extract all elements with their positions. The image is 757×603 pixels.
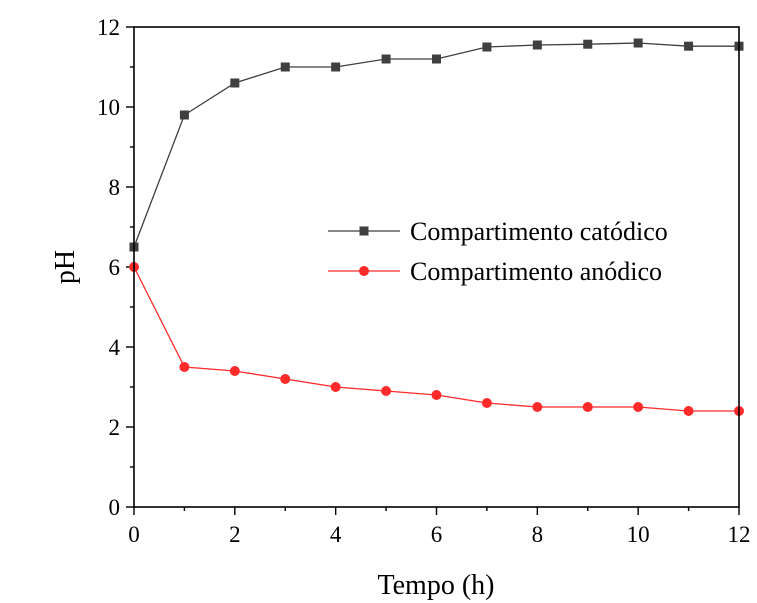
data-point-square	[331, 62, 341, 72]
legend-marker-square	[359, 226, 369, 236]
x-tick-label: 0	[128, 522, 140, 547]
data-point-circle	[481, 398, 492, 408]
y-tick-label: 0	[109, 495, 121, 520]
data-point-circle	[179, 362, 190, 372]
data-point-circle	[229, 366, 240, 376]
tick-layer: 0 2 4 6 8 10 12 0 2 4 6 8 10 12	[97, 15, 751, 547]
x-tick-label: 4	[330, 522, 342, 547]
data-point-square	[684, 41, 694, 51]
data-point-square	[280, 62, 290, 72]
data-point-square	[482, 42, 492, 52]
data-point-square	[633, 38, 643, 48]
y-tick-label: 2	[109, 415, 121, 440]
x-tick-label: 8	[532, 522, 544, 547]
data-point-circle	[532, 402, 543, 412]
data-point-square	[179, 110, 189, 120]
data-point-circle	[280, 374, 291, 384]
y-tick-label: 12	[97, 15, 120, 40]
data-point-circle	[683, 406, 694, 416]
x-axis-title: Tempo (h)	[377, 570, 494, 601]
y-tick-label: 10	[97, 95, 120, 120]
plot-frame	[133, 26, 740, 508]
data-point-circle	[633, 402, 644, 412]
x-tick-label: 10	[627, 522, 650, 547]
data-point-square	[432, 54, 441, 64]
data-point-square	[583, 39, 593, 49]
legend-label: Compartimento anódico	[410, 257, 662, 286]
y-tick-label: 8	[109, 175, 121, 200]
y-tick-label: 4	[109, 335, 121, 360]
data-point-circle	[431, 390, 442, 400]
data-point-square	[532, 40, 542, 50]
x-tick-label: 6	[431, 522, 443, 547]
x-tick-label: 2	[229, 522, 241, 547]
y-axis-title: pH	[50, 250, 81, 284]
data-point-square	[381, 54, 391, 64]
legend: Compartimento catódico Compartimento anód…	[328, 217, 668, 286]
legend-label: Compartimento catódico	[410, 217, 668, 246]
data-point-circle	[330, 382, 341, 392]
data-point-square	[230, 78, 240, 88]
y-tick-label: 6	[109, 255, 121, 280]
data-point-circle	[582, 402, 593, 412]
series-layer	[129, 38, 744, 416]
data-point-circle	[381, 386, 392, 396]
series-line-1	[133, 266, 739, 412]
legend-marker-circle	[359, 266, 369, 276]
x-tick-label: 12	[728, 522, 751, 547]
